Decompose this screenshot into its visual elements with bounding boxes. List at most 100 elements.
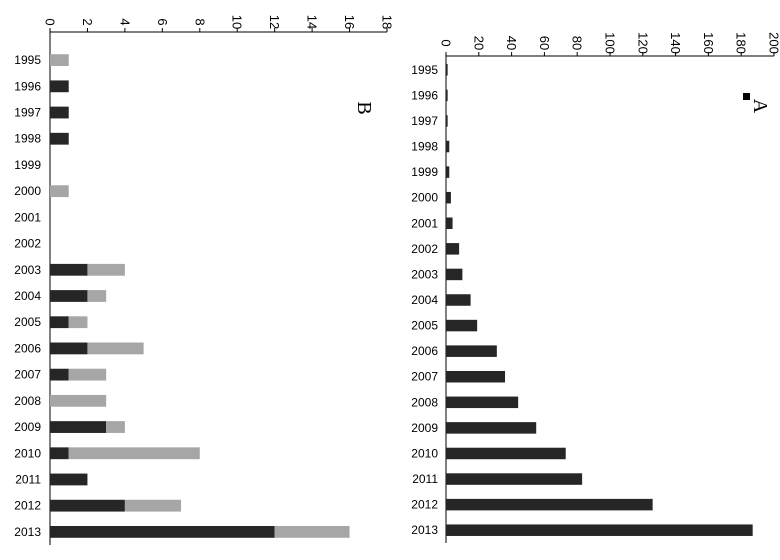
- panel-a-tick-label: 100: [603, 32, 618, 54]
- panel-a-bar-2010: [446, 447, 566, 460]
- panel-b-category-label: 1996: [14, 79, 41, 93]
- panel-a-category-label: 2001: [411, 216, 438, 230]
- panel-a-label: A: [749, 99, 771, 114]
- panel-b-category-label: 2006: [14, 341, 41, 355]
- panel-b-tick-label: 0: [43, 18, 58, 25]
- panel-b-bar-2008-s2: [50, 394, 107, 407]
- panel-b-bar-2004-s2: [87, 290, 107, 302]
- panel-b-category-label: 2000: [14, 184, 41, 198]
- panel-b-tick-label: 2: [80, 18, 95, 25]
- panel-a-bar-2009: [446, 422, 537, 434]
- panel-b-category-label: 2009: [14, 420, 41, 434]
- panel-a-bar-2007: [446, 370, 506, 383]
- panel-a-bar-2002: [446, 243, 460, 255]
- panel-b-bar-2006-s2: [87, 342, 144, 355]
- panel-a-tick-label: 180: [734, 32, 749, 54]
- panel-b-tick-label: 8: [192, 18, 207, 25]
- panel-a-bar-1998: [446, 140, 450, 153]
- panel-b-bar-2009-s2: [106, 421, 125, 433]
- panel-a-tick-label: 140: [668, 32, 683, 54]
- panel-a-category-label: 2013: [411, 523, 438, 537]
- panel-b-chart: 0 2 4 6 8 10 12 14 16 18 1995 1996 1997 1998 1999 2000 2…: [14, 15, 395, 545]
- panel-a-tick-label: 20: [471, 36, 486, 50]
- panel-b-label: B: [353, 101, 375, 114]
- panel-a-bar-2008: [446, 396, 519, 409]
- panel-b-bar-2012-s2: [124, 499, 182, 512]
- panel-a-category-label: 1998: [411, 140, 438, 154]
- panel-a-bar-2000: [446, 191, 451, 204]
- panel-b-bar-2005-s2: [68, 316, 88, 329]
- panel-b-category-label: 1999: [14, 158, 41, 172]
- panel-b-category-label: 2005: [14, 315, 41, 329]
- panel-b-bar-1996-s1: [50, 80, 69, 93]
- panel-a-bar-2012: [446, 498, 653, 511]
- panel-a-category-label: 1997: [411, 114, 438, 128]
- panel-b-tick-label: 10: [230, 15, 245, 29]
- panel-a-tick-label: 0: [439, 39, 454, 46]
- panel-a-bar-2011: [446, 473, 583, 485]
- panel-a-bar-2003: [446, 268, 463, 281]
- panel-a-category-label: 2005: [411, 319, 438, 333]
- panel-a-category-label: 2003: [411, 267, 438, 281]
- panel-b-bar-2005-s1: [50, 316, 69, 329]
- panel-b-category-label: 1997: [14, 106, 41, 120]
- panel-b-tick-label: 18: [380, 15, 395, 29]
- panel-b-bar-2013-s2: [274, 525, 350, 538]
- panel-a-category-label: 2006: [411, 344, 438, 358]
- panel-a-category-label: 2009: [411, 421, 438, 435]
- panel-b-bar-2012-s1: [50, 499, 125, 512]
- panel-a-tick-label: 120: [635, 32, 650, 54]
- panel-b-bar-2009-s1: [50, 421, 107, 433]
- panel-a-bar-1997: [446, 115, 448, 127]
- panel-b-bar-2004-s1: [50, 290, 88, 302]
- panel-a-bar-2001: [446, 217, 453, 230]
- panel-b-category-label: 2003: [14, 263, 41, 277]
- panel-b-bar-1998-s1: [50, 132, 69, 145]
- panel-a-category-label: 2012: [411, 498, 438, 512]
- panel-a-category-label: 2002: [411, 242, 438, 256]
- panel-a-chart: 0 20 40 60 80 100 120 140 160 180 200 1995 1996 1997 1…: [411, 32, 780, 543]
- panel-a-category-label: 2010: [411, 446, 438, 460]
- panel-b-bar-2011-s1: [50, 473, 88, 486]
- panel-a-category-label: 1995: [411, 63, 438, 77]
- panel-a-tick-label: 60: [537, 36, 552, 50]
- panel-b-bar-2003-s2: [87, 263, 125, 276]
- panel-b-category-label: 1995: [14, 53, 41, 67]
- panel-b-category-label: 2011: [15, 472, 41, 486]
- panel-b-bar-2003-s1: [50, 263, 88, 276]
- panel-b-bar-2010-s2: [68, 447, 200, 460]
- panel-a-bar-1999: [446, 166, 450, 178]
- panel-b-category-label: 2013: [14, 525, 41, 539]
- panel-a-tick-label: 40: [504, 36, 519, 50]
- panel-a-marker: [743, 93, 750, 100]
- panel-a-tick-label: 200: [767, 32, 780, 54]
- panel-b-tick-label: 16: [342, 15, 357, 29]
- panel-b-bar-2006-s1: [50, 342, 88, 355]
- panel-a-bar-2013: [446, 524, 753, 536]
- panel-a-bar-2006: [446, 345, 497, 357]
- panel-a-bar-2005: [446, 319, 478, 332]
- panel-a-bar-2004: [446, 294, 471, 306]
- panel-b-category-label: 2007: [14, 368, 41, 382]
- panel-b-category-label: 2004: [14, 289, 41, 303]
- panel-b-category-label: 2010: [14, 446, 41, 460]
- panel-b-bar-2000-s2: [50, 185, 69, 198]
- panel-a-bar-1996: [446, 89, 448, 102]
- panel-b-category-label: 2008: [14, 394, 41, 408]
- panel-b-bar-1997-s1: [50, 106, 69, 119]
- panel-b-category-label: 2001: [14, 210, 41, 224]
- panel-b-category-label: 2002: [14, 237, 41, 251]
- panel-b-tick-label: 6: [155, 18, 170, 25]
- panel-a-category-label: 2004: [411, 293, 438, 307]
- panel-b-tick-label: 4: [117, 18, 132, 25]
- panel-a-category-label: 1996: [411, 88, 438, 102]
- panel-b-bar-1995-s2: [50, 54, 69, 67]
- panel-a-category-label: 2008: [411, 395, 438, 409]
- panel-a-category-label: 2000: [411, 191, 438, 205]
- panel-b-category-label: 1998: [14, 132, 41, 146]
- panel-a-category-label: 2011: [412, 472, 438, 486]
- panel-a-tick-label: 80: [570, 36, 585, 50]
- panel-a-tick-label: 160: [701, 32, 716, 54]
- panel-b-tick-label: 12: [267, 15, 282, 29]
